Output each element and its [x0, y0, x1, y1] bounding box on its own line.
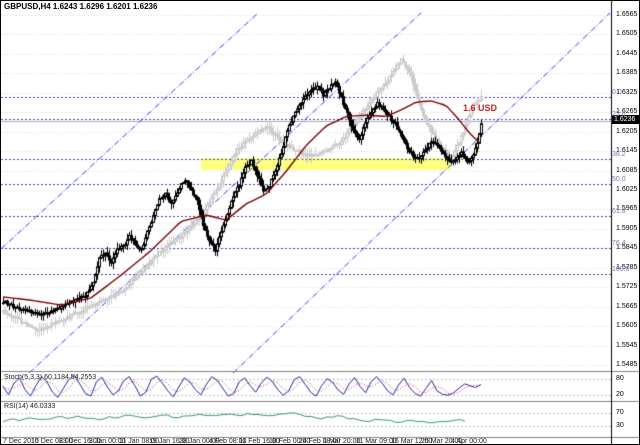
price-axis-label: 1.5905 [616, 224, 638, 232]
time-axis-label: 18 Feb 00:00 [269, 438, 311, 445]
time-axis-label: 23 Dec 16:00 [59, 438, 101, 445]
price-axis-label: 1.5485 [616, 361, 638, 368]
fib-level-label: 61.8 [612, 208, 626, 215]
price-axis-label: 1.6385 [616, 69, 638, 77]
price-axis-label: 1.5665 [616, 302, 638, 310]
price-axis-label: 1.5545 [616, 341, 638, 349]
time-axis-label: 3 Jan 00:00 [89, 438, 126, 445]
time-axis-label: 25 Mar 20:00 [421, 438, 463, 445]
time-axis-label: 11 Jan 08:00 [119, 438, 159, 445]
time-axis-label: 11 Feb 16:00 [239, 438, 280, 445]
rsi-indicator-label: RSI(14) 46.0333 [4, 403, 56, 410]
stoch-axis-label: 20 [616, 391, 624, 398]
price-axis-label: 1.6325 [616, 88, 638, 96]
fib-level-label: 0.0 [612, 89, 622, 96]
time-axis-label: 15 Dec 08:00 [31, 438, 73, 445]
price-axis-label: 1.6145 [616, 147, 638, 155]
fib-level-label: 23.6 [612, 111, 626, 118]
fib-level-label: 76.4 [612, 240, 626, 247]
time-axis-label: 19 Jan 16:00 [149, 438, 190, 445]
price-axis-label: 1.5845 [616, 244, 638, 252]
stoch-axis-label: 80 [616, 375, 624, 382]
time-axis-label: 28 Jan 00:00 [179, 438, 220, 445]
price-axis-label: 1.6025 [616, 186, 638, 193]
time-axis-label: 16 Mar 12:00 [391, 438, 433, 445]
price-annotation: 1.6 USD [463, 103, 498, 113]
fib-level-label: 50.0 [612, 176, 626, 183]
price-axis-label: 1.5605 [616, 322, 638, 330]
time-axis-label: 7 Dec 2010 [3, 438, 39, 445]
time-axis-label: 4 Apr 00:00 [451, 438, 487, 445]
price-axis-label: 1.6205 [616, 127, 638, 135]
rsi-axis-label: 70 [616, 409, 624, 416]
time-axis-label: 11 Mar 09:00 [356, 438, 397, 445]
fib-level-label: 100.0 [612, 266, 630, 273]
price-axis-label: 1.5965 [616, 205, 638, 213]
price-axis-label: 1.6265 [616, 108, 638, 116]
price-axis-label: 1.5725 [616, 283, 638, 291]
current-price-box: 1.6236 [612, 115, 639, 124]
price-axis-label: 1.6565 [616, 11, 638, 18]
rsi-axis-label: 30 [616, 422, 624, 429]
chart-title: GBPUSD,H4 1.6243 1.6296 1.6201 1.6236 [4, 2, 158, 11]
price-axis-label: 1.6505 [616, 30, 638, 38]
price-axis-label: 1.6445 [616, 49, 638, 57]
price-axis-label: 1.5785 [616, 263, 638, 271]
fib-level-label: 38.2 [612, 151, 626, 158]
time-axis-label: 1 Mar 20:00 [323, 438, 361, 445]
time-axis-label: 24 Feb 08:00 [299, 438, 341, 445]
price-axis-label: 1.6085 [616, 166, 638, 174]
stoch-indicator-label: Stoch(5,3,3) 60.1184 54.2553 [4, 374, 97, 381]
time-axis-label: 4 Feb 08:00 [209, 438, 247, 445]
